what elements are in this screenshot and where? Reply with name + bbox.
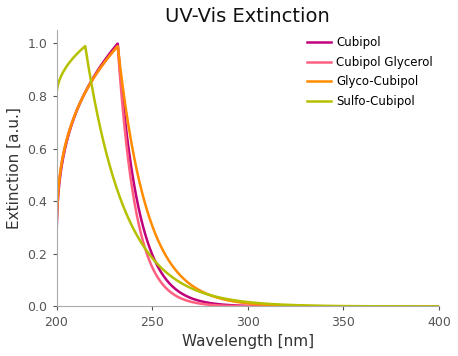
Cubipol [54, 260, 59, 264]
Cubipol [115, 42, 120, 46]
Cubipol Glycerol [425, 304, 431, 309]
Cubipol Glycerol [436, 304, 442, 309]
Cubipol [355, 304, 361, 309]
Glyco-Cubipol [115, 44, 120, 48]
Cubipol Glycerol [115, 44, 120, 48]
Sulfo-Cubipol [230, 298, 235, 302]
Glyco-Cubipol [54, 252, 59, 256]
Cubipol [230, 303, 235, 308]
Glyco-Cubipol [436, 304, 442, 309]
Sulfo-Cubipol [425, 304, 431, 309]
Sulfo-Cubipol [54, 94, 59, 98]
Cubipol Glycerol [240, 304, 245, 308]
Glyco-Cubipol [73, 110, 79, 114]
Glyco-Cubipol [230, 299, 235, 303]
X-axis label: Wavelength [nm]: Wavelength [nm] [182, 334, 314, 349]
Cubipol [425, 304, 431, 309]
Sulfo-Cubipol [73, 53, 79, 57]
Cubipol [73, 110, 79, 115]
Cubipol Glycerol [425, 304, 431, 309]
Sulfo-Cubipol [355, 304, 361, 308]
Cubipol Glycerol [230, 304, 235, 308]
Glyco-Cubipol [425, 304, 431, 309]
Legend: Cubipol, Cubipol Glycerol, Glyco-Cubipol, Sulfo-Cubipol: Cubipol, Cubipol Glycerol, Glyco-Cubipol… [307, 36, 433, 108]
Cubipol Glycerol [73, 110, 79, 114]
Line: Cubipol: Cubipol [56, 44, 439, 307]
Line: Sulfo-Cubipol: Sulfo-Cubipol [56, 46, 439, 307]
Cubipol Glycerol [54, 252, 59, 256]
Line: Glyco-Cubipol: Glyco-Cubipol [56, 46, 439, 307]
Y-axis label: Extinction [a.u.]: Extinction [a.u.] [7, 108, 22, 229]
Cubipol Glycerol [355, 304, 361, 309]
Sulfo-Cubipol [436, 304, 442, 309]
Sulfo-Cubipol [240, 299, 245, 304]
Title: UV-Vis Extinction: UV-Vis Extinction [165, 7, 330, 26]
Glyco-Cubipol [355, 304, 361, 309]
Sulfo-Cubipol [82, 44, 88, 48]
Glyco-Cubipol [425, 304, 431, 309]
Sulfo-Cubipol [425, 304, 431, 309]
Cubipol [436, 304, 442, 309]
Cubipol [425, 304, 431, 309]
Line: Cubipol Glycerol: Cubipol Glycerol [56, 46, 439, 307]
Cubipol [240, 304, 245, 308]
Glyco-Cubipol [240, 300, 245, 305]
